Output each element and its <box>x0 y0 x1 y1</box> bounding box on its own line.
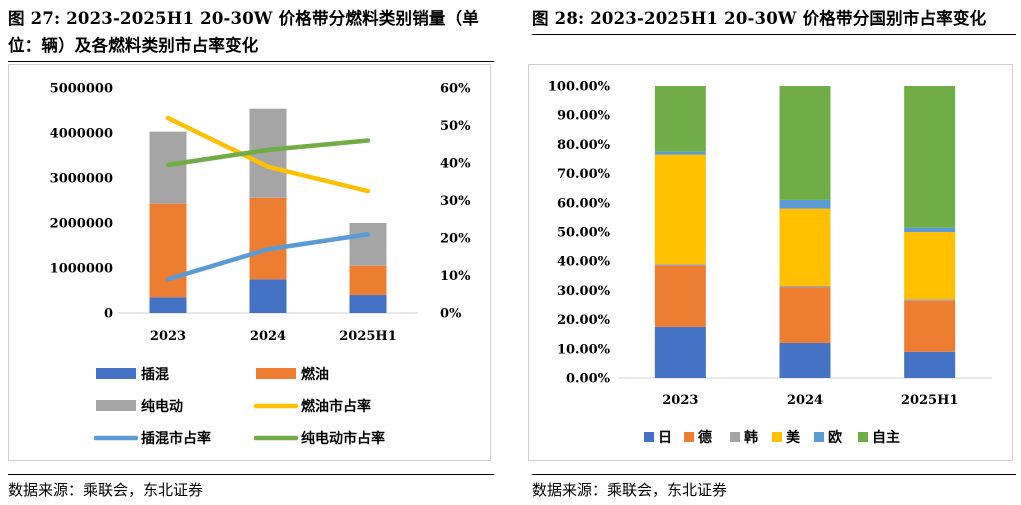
bar-韩-2024 <box>779 286 831 288</box>
line-插混市占率 <box>165 232 371 282</box>
right-chart-svg: 0.00% 10.00% 20.00% 30.00% 40.00% 50.00% 60.00… <box>548 80 992 446</box>
bar-欧-2023 <box>654 151 706 155</box>
y-tick-label: 70.00% <box>557 167 611 182</box>
legend-swatch-纯电动 <box>96 400 136 411</box>
y-tick-label: 3000000 <box>50 172 113 187</box>
x-tick-label: 2024 <box>787 393 823 408</box>
y-tick-label: 50.00% <box>557 226 611 241</box>
legend-label: 自主 <box>872 429 900 446</box>
legend-swatch-插混 <box>96 368 136 379</box>
legend-swatch-日 <box>644 432 654 442</box>
legend-swatch-燃油 <box>256 368 296 379</box>
bar-燃油-2024 <box>249 197 287 280</box>
y-tick-label: 10.00% <box>557 342 611 357</box>
bar-美-2025H1 <box>904 232 956 300</box>
legend-label: 美 <box>786 429 801 446</box>
y-tick-label: 30.00% <box>557 284 611 299</box>
x-tick-label: 2023 <box>150 329 186 344</box>
y2-tick-label: 60% <box>440 82 471 97</box>
bar-插混-2024 <box>249 279 287 313</box>
legend-label: 纯电动 <box>141 398 183 415</box>
left-chart-title: 图 27: 2023-2025H1 20-30W 价格带分燃料类别销量（单位：辆… <box>8 5 494 62</box>
bar-纯电动-2023 <box>149 131 187 204</box>
y2-tick-label: 50% <box>440 119 471 134</box>
bar-德-2024 <box>779 287 831 343</box>
legend-swatch-韩 <box>730 432 740 442</box>
bar-日-2023 <box>654 326 706 378</box>
bar-自主-2024 <box>779 86 831 200</box>
bar-插混-2023 <box>149 297 187 313</box>
y-tick-label: 5000000 <box>50 82 113 97</box>
legend-swatch-德 <box>684 432 694 442</box>
y2-tick-label: 30% <box>440 194 471 209</box>
y2-tick-label: 40% <box>440 157 471 172</box>
bar-德-2023 <box>654 265 706 327</box>
bar-自主-2023 <box>654 86 706 152</box>
right-chart-title: 图 28: 2023-2025H1 20-30W 价格带分国别市占率变化 <box>532 5 1016 35</box>
x-tick-label: 2023 <box>662 393 698 408</box>
line-燃油市占率 <box>165 115 371 194</box>
legend-swatch-自主 <box>858 432 868 442</box>
x-tick-label: 2024 <box>250 329 286 344</box>
right-chart-panel: 图 28: 2023-2025H1 20-30W 价格带分国别市占率变化 0.0… <box>522 0 1021 505</box>
y-tick-label: 40.00% <box>557 255 611 270</box>
bar-插混-2025H1 <box>349 295 387 313</box>
legend-label: 韩 <box>744 429 758 446</box>
bar-美-2023 <box>654 154 706 265</box>
y-tick-label: 20.00% <box>557 313 611 328</box>
y-tick-label: 90.00% <box>557 109 611 124</box>
y-tick-label: 1000000 <box>50 262 113 277</box>
y-tick-label: 60.00% <box>557 196 611 211</box>
bar-欧-2025H1 <box>904 227 956 232</box>
left-chart-frame <box>8 64 491 461</box>
y-tick-label: 4000000 <box>50 127 113 142</box>
bar-韩-2023 <box>654 264 706 266</box>
bar-纯电动-2025H1 <box>349 223 387 266</box>
bar-燃油-2025H1 <box>349 265 387 295</box>
bar-日-2025H1 <box>904 351 956 378</box>
legend-label: 燃油 <box>301 366 329 383</box>
line-纯电动市占率 <box>165 138 371 168</box>
y-tick-label: 80.00% <box>557 138 611 153</box>
bar-美-2024 <box>779 208 831 287</box>
bar-自主-2025H1 <box>904 86 956 228</box>
x-tick-label: 2025H1 <box>339 329 397 344</box>
right-chart-source: 数据来源：乘联会，东北证券 <box>532 474 1016 500</box>
y2-tick-label: 0% <box>440 307 462 322</box>
legend-label: 纯电动市占率 <box>301 430 385 447</box>
bar-欧-2024 <box>779 199 831 209</box>
x-tick-label: 2025H1 <box>901 393 959 408</box>
legend-label: 欧 <box>828 429 842 446</box>
legend-label: 插混 <box>141 366 169 383</box>
bar-日-2024 <box>779 342 831 378</box>
bar-韩-2025H1 <box>904 299 956 301</box>
legend-label: 插混市占率 <box>141 430 211 447</box>
y-tick-label: 0.00% <box>566 372 611 387</box>
left-chart-svg: 0 1000000 2000000 3000000 4000000 5000000 0% 10… <box>50 82 471 448</box>
bar-德-2025H1 <box>904 300 956 352</box>
bar-燃油-2023 <box>149 203 187 298</box>
y-tick-label: 100.00% <box>548 80 611 95</box>
y-tick-label: 2000000 <box>50 217 113 232</box>
right-chart-frame <box>528 64 1013 461</box>
legend-swatch-欧 <box>814 432 824 442</box>
y2-tick-label: 10% <box>440 269 471 284</box>
y2-tick-label: 20% <box>440 232 471 247</box>
left-chart-panel: 图 27: 2023-2025H1 20-30W 价格带分燃料类别销量（单位：辆… <box>0 0 505 505</box>
left-chart-source: 数据来源：乘联会，东北证券 <box>8 474 494 500</box>
legend-label: 燃油市占率 <box>301 398 371 415</box>
y-tick-label: 0 <box>104 307 113 322</box>
legend-swatch-美 <box>772 432 782 442</box>
legend-label: 德 <box>698 429 712 446</box>
legend-label: 日 <box>658 430 672 446</box>
